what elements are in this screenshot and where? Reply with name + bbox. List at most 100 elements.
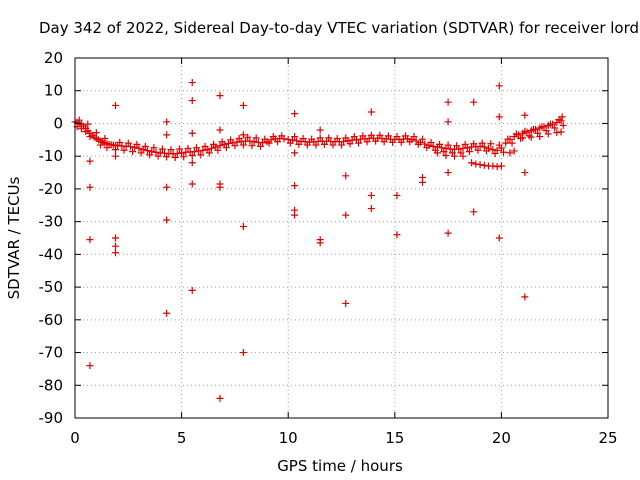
data-point-plus-marker: [103, 144, 111, 152]
data-point-plus-marker: [295, 140, 303, 148]
data-point-plus-marker: [225, 139, 233, 147]
data-point-plus-marker: [207, 144, 215, 152]
data-point-plus-marker: [178, 149, 186, 157]
data-point-plus-marker: [265, 139, 273, 147]
data-point-plus-marker: [239, 141, 247, 149]
data-point-plus-marker: [112, 242, 120, 250]
data-point-plus-marker: [86, 183, 94, 191]
data-point-plus-marker: [536, 133, 544, 141]
data-point-plus-marker: [97, 141, 105, 149]
chart-title: Day 342 of 2022, Sidereal Day-to-day VTE…: [39, 19, 639, 37]
data-point-plus-marker: [175, 145, 183, 153]
data-point-plus-marker: [500, 148, 508, 156]
data-point-plus-marker: [376, 131, 384, 139]
x-tick-label: 0: [70, 429, 80, 447]
data-point-plus-marker: [188, 286, 196, 294]
data-point-plus-marker: [465, 148, 473, 156]
data-point-plus-marker: [461, 140, 469, 148]
data-point-plus-marker: [239, 349, 247, 357]
data-point-plus-marker: [442, 152, 450, 160]
data-point-plus-marker: [506, 149, 514, 157]
x-axis-title: GPS time / hours: [277, 457, 403, 475]
data-point-plus-marker: [239, 131, 247, 139]
y-tick-label: -40: [39, 245, 64, 263]
data-point-plus-marker: [359, 132, 367, 140]
data-point-plus-marker: [259, 139, 267, 147]
data-point-plus-marker: [184, 144, 192, 152]
data-point-plus-marker: [480, 143, 488, 151]
data-point-plus-marker: [205, 149, 213, 157]
data-point-plus-marker: [239, 223, 247, 231]
y-tick-label: -60: [39, 311, 64, 329]
data-point-plus-marker: [551, 124, 559, 132]
data-point-plus-marker: [248, 142, 256, 150]
data-point-plus-marker: [180, 153, 188, 161]
data-point-plus-marker: [152, 148, 160, 156]
data-point-plus-marker: [450, 152, 458, 160]
data-point-plus-marker: [291, 149, 299, 157]
x-tick-label: 15: [385, 429, 404, 447]
data-point-plus-marker: [269, 133, 277, 141]
data-point-plus-marker: [291, 182, 299, 190]
x-axis-tick-labels: 0 5 10 15 20 25: [70, 429, 617, 447]
y-tick-label: -10: [39, 147, 64, 165]
data-point-plus-marker: [235, 135, 243, 143]
y-tick-label: 20: [44, 49, 63, 67]
data-point-plus-marker: [393, 231, 401, 239]
data-point-plus-marker: [367, 108, 375, 116]
data-point-plus-marker: [112, 234, 120, 242]
data-point-plus-marker: [246, 137, 254, 145]
data-point-plus-marker: [261, 135, 269, 143]
data-point-plus-marker: [510, 147, 518, 155]
data-point-plus-marker: [489, 162, 497, 170]
data-point-plus-marker: [135, 144, 143, 152]
y-axis-title: SDTVAR / TECUs: [5, 176, 23, 299]
data-point-plus-marker: [342, 134, 350, 142]
data-point-plus-marker: [544, 130, 552, 138]
data-point-plus-marker: [414, 140, 422, 148]
data-point-plus-marker: [92, 129, 100, 137]
data-point-plus-marker: [495, 82, 503, 90]
data-point-plus-marker: [173, 150, 181, 158]
data-point-plus-marker: [559, 121, 567, 129]
data-point-plus-marker: [120, 146, 128, 154]
data-point-plus-marker: [218, 138, 226, 146]
data-point-plus-marker: [440, 148, 448, 156]
data-point-plus-marker: [171, 153, 179, 161]
data-point-plus-marker: [158, 145, 166, 153]
data-point-plus-marker: [487, 140, 495, 148]
data-point-plus-marker: [163, 309, 171, 317]
data-point-plus-marker: [342, 172, 350, 180]
data-point-plus-marker: [291, 133, 299, 141]
data-point-plus-marker: [338, 141, 345, 149]
data-point-plus-marker: [453, 142, 461, 150]
data-point-plus-marker: [216, 183, 224, 191]
data-point-plus-marker: [489, 146, 497, 154]
data-point-plus-marker: [363, 138, 371, 146]
data-point-plus-marker: [316, 134, 324, 142]
data-point-plus-marker: [163, 183, 171, 191]
data-point-plus-marker: [188, 79, 196, 87]
data-point-plus-marker: [419, 178, 427, 186]
data-point-plus-marker: [504, 135, 512, 143]
data-point-plus-marker: [444, 229, 452, 237]
data-point-plus-marker: [86, 133, 94, 141]
x-tick-label: 25: [598, 429, 617, 447]
data-point-plus-marker: [380, 138, 388, 146]
data-point-plus-marker: [133, 140, 141, 148]
data-point-plus-marker: [436, 140, 444, 148]
data-point-plus-marker: [101, 135, 109, 143]
data-point-plus-marker: [482, 147, 490, 155]
data-point-plus-marker: [188, 152, 196, 160]
data-point-plus-marker: [188, 129, 196, 137]
y-tick-label: -90: [39, 409, 64, 427]
data-point-plus-marker: [367, 191, 375, 199]
data-point-plus-marker: [216, 394, 224, 402]
data-point-plus-marker: [86, 362, 94, 370]
data-point-plus-marker: [112, 152, 120, 160]
data-point-plus-marker: [274, 138, 282, 146]
data-point-plus-marker: [412, 137, 420, 145]
data-point-plus-marker: [163, 118, 171, 126]
data-point-plus-marker: [459, 152, 467, 160]
data-point-plus-marker: [188, 180, 196, 188]
